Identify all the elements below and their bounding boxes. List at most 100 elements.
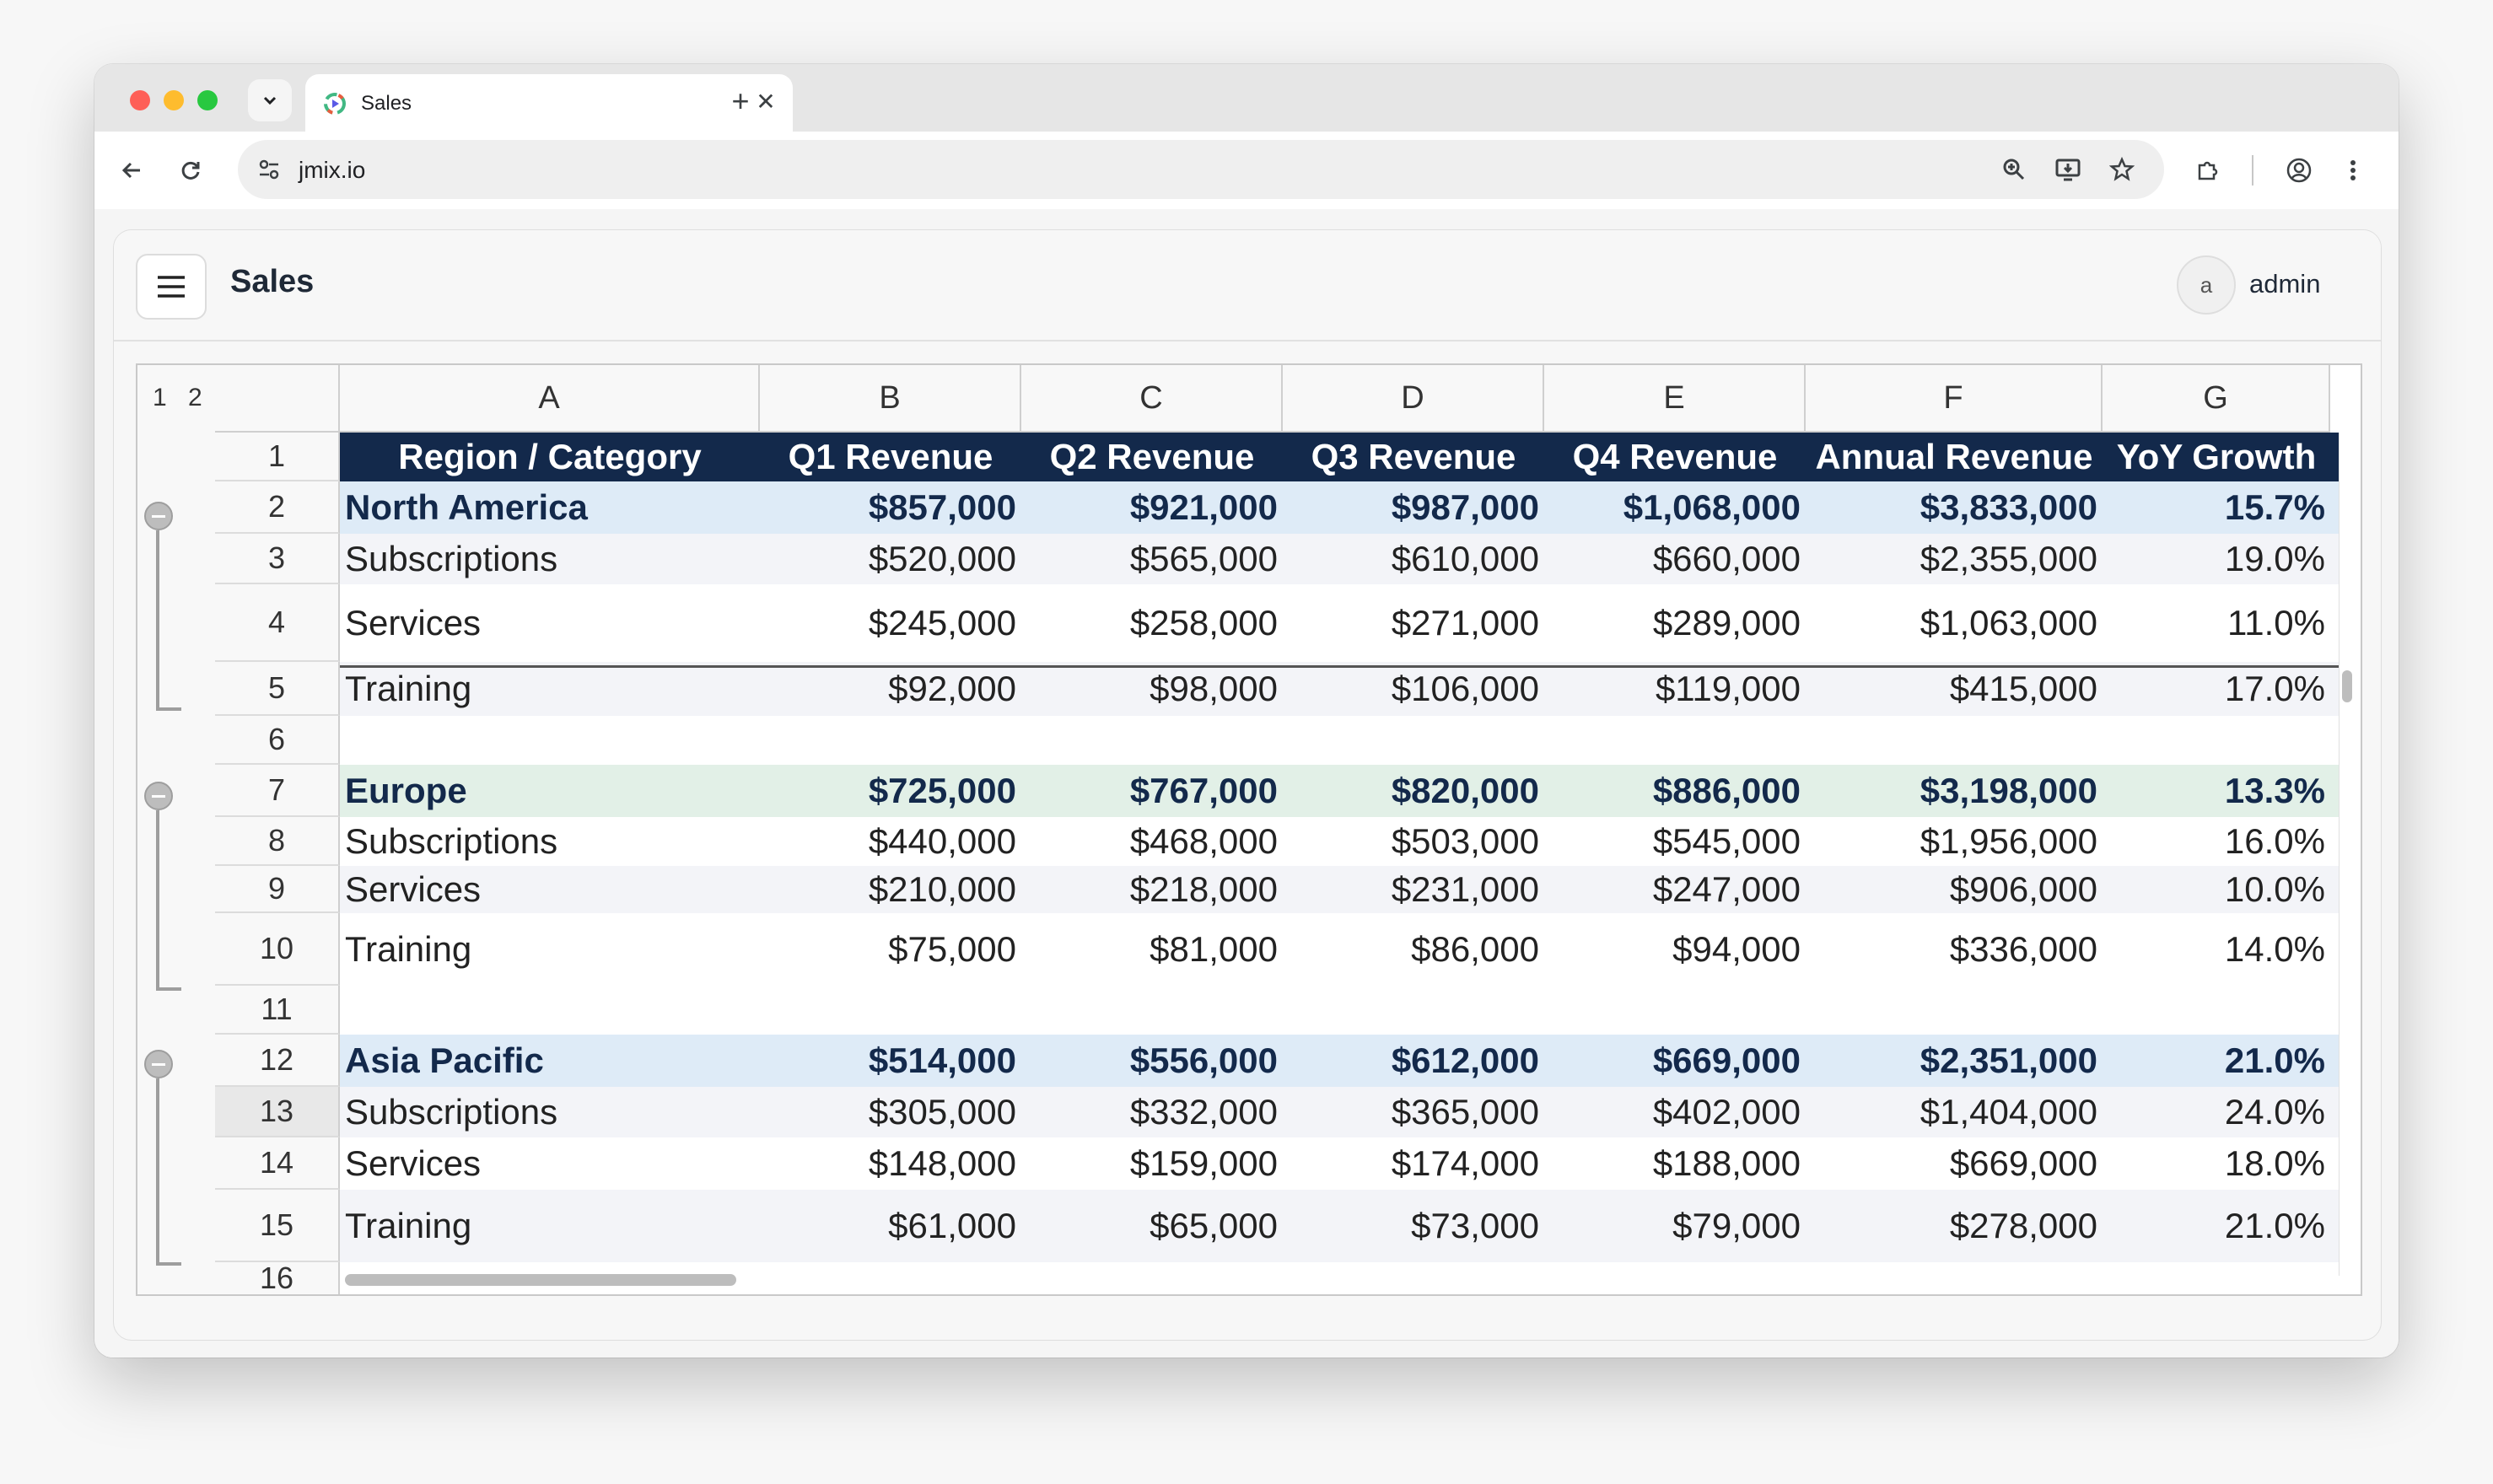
cell-g13[interactable]: 24.0% xyxy=(2224,1092,2325,1132)
column-header-f[interactable]: F xyxy=(1806,365,2103,433)
cell-f2[interactable]: $3,833,000 xyxy=(1920,487,2097,527)
cell-f15[interactable]: $278,000 xyxy=(1949,1206,2097,1245)
column-header-c[interactable]: C xyxy=(1021,365,1283,433)
row-header-13[interactable]: 13 xyxy=(215,1087,340,1137)
close-tab-icon[interactable]: ✕ xyxy=(756,88,776,115)
cell-f5[interactable]: $415,000 xyxy=(1949,669,2097,708)
cell-g15[interactable]: 21.0% xyxy=(2224,1206,2325,1245)
collapse-group-icon[interactable] xyxy=(144,782,173,810)
cell-e11[interactable] xyxy=(1544,986,1806,1035)
minimize-window-button[interactable] xyxy=(164,90,184,110)
bookmark-star-icon[interactable] xyxy=(2102,149,2142,190)
cell-c15[interactable]: $65,000 xyxy=(1150,1206,1278,1245)
cell-e8[interactable]: $545,000 xyxy=(1652,821,1801,861)
cell-d10[interactable]: $86,000 xyxy=(1411,929,1539,969)
column-header-e[interactable]: E xyxy=(1544,365,1806,433)
avatar[interactable]: a xyxy=(2177,255,2236,315)
row-header-2[interactable]: 2 xyxy=(215,481,340,534)
cell-f6[interactable] xyxy=(1806,716,2103,765)
cell-g5[interactable]: 17.0% xyxy=(2224,669,2325,708)
column-header-d[interactable]: D xyxy=(1283,365,1544,433)
vertical-scrollbar-thumb[interactable] xyxy=(2342,670,2352,702)
reload-button[interactable] xyxy=(170,150,211,191)
cell-g11[interactable] xyxy=(2103,986,2330,1035)
cell-d14[interactable]: $174,000 xyxy=(1391,1143,1539,1183)
cell-c5[interactable]: $98,000 xyxy=(1150,669,1278,708)
cell-b15[interactable]: $61,000 xyxy=(888,1206,1016,1245)
cell-a11[interactable] xyxy=(340,986,760,1035)
cell-e3[interactable]: $660,000 xyxy=(1652,539,1801,578)
cell-d12[interactable]: $612,000 xyxy=(1391,1040,1539,1080)
cell-e10[interactable]: $94,000 xyxy=(1672,929,1801,969)
cell-d5[interactable]: $106,000 xyxy=(1391,669,1539,708)
cell-d3[interactable]: $610,000 xyxy=(1391,539,1539,578)
cell-a3[interactable]: Subscriptions xyxy=(345,539,558,578)
row-header-16[interactable]: 16 xyxy=(215,1261,340,1294)
cell-f3[interactable]: $2,355,000 xyxy=(1920,539,2097,578)
cell-a9[interactable]: Services xyxy=(345,869,482,909)
install-app-icon[interactable] xyxy=(2048,149,2088,190)
cell-b5[interactable]: $92,000 xyxy=(888,669,1016,708)
cell-a15[interactable]: Training xyxy=(345,1206,472,1245)
cell-d15[interactable]: $73,000 xyxy=(1411,1206,1539,1245)
row-header-3[interactable]: 3 xyxy=(215,534,340,584)
cell-e2[interactable]: $1,068,000 xyxy=(1623,487,1801,527)
profile-button[interactable] xyxy=(2279,150,2319,191)
cell-c8[interactable]: $468,000 xyxy=(1129,821,1278,861)
cell-b11[interactable] xyxy=(760,986,1021,1035)
maximize-window-button[interactable] xyxy=(197,90,218,110)
cell-e15[interactable]: $79,000 xyxy=(1672,1206,1801,1245)
cell-d7[interactable]: $820,000 xyxy=(1391,771,1539,810)
back-button[interactable] xyxy=(111,150,152,191)
cell-b3[interactable]: $520,000 xyxy=(868,539,1016,578)
cell-b14[interactable]: $148,000 xyxy=(868,1143,1016,1183)
outline-level-2[interactable]: 2 xyxy=(188,384,202,411)
zoom-icon[interactable] xyxy=(1994,149,2034,190)
cell-b8[interactable]: $440,000 xyxy=(868,821,1016,861)
row-header-6[interactable]: 6 xyxy=(215,716,340,765)
cell-e7[interactable]: $886,000 xyxy=(1652,771,1801,810)
cell-a10[interactable]: Training xyxy=(345,929,472,969)
row-header-8[interactable]: 8 xyxy=(215,817,340,866)
cell-b10[interactable]: $75,000 xyxy=(888,929,1016,969)
row-header-11[interactable]: 11 xyxy=(215,986,340,1035)
drawer-toggle-button[interactable] xyxy=(136,254,207,320)
cell-d6[interactable] xyxy=(1283,716,1544,765)
address-bar[interactable]: jmix.io xyxy=(238,140,2164,199)
row-header-1[interactable]: 1 xyxy=(215,433,340,481)
cell-c4[interactable]: $258,000 xyxy=(1129,603,1278,643)
row-header-4[interactable]: 4 xyxy=(215,584,340,662)
select-all-corner[interactable] xyxy=(215,365,340,433)
row-header-5[interactable]: 5 xyxy=(215,662,340,716)
cell-f10[interactable]: $336,000 xyxy=(1949,929,2097,969)
cell-g2[interactable]: 15.7% xyxy=(2224,487,2325,527)
site-settings-icon[interactable] xyxy=(251,152,287,187)
cell-g9[interactable]: 10.0% xyxy=(2224,869,2325,909)
cell-e1[interactable]: Q4 Revenue xyxy=(1572,437,1778,476)
horizontal-scrollbar-thumb[interactable] xyxy=(345,1274,736,1286)
cell-e12[interactable]: $669,000 xyxy=(1652,1040,1801,1080)
cell-a8[interactable]: Subscriptions xyxy=(345,821,558,861)
cell-e4[interactable]: $289,000 xyxy=(1652,603,1801,643)
collapse-group-icon[interactable] xyxy=(144,1050,173,1078)
cell-f8[interactable]: $1,956,000 xyxy=(1920,821,2097,861)
cell-b9[interactable]: $210,000 xyxy=(868,869,1016,909)
user-name[interactable]: admin xyxy=(2249,269,2321,298)
column-header-g[interactable]: G xyxy=(2103,365,2330,433)
cell-c11[interactable] xyxy=(1021,986,1283,1035)
cell-c14[interactable]: $159,000 xyxy=(1129,1143,1278,1183)
tab-search-button[interactable] xyxy=(248,79,292,121)
outline-level-1[interactable]: 1 xyxy=(153,384,167,411)
cell-f9[interactable]: $906,000 xyxy=(1949,869,2097,909)
cell-b6[interactable] xyxy=(760,716,1021,765)
cell-d11[interactable] xyxy=(1283,986,1544,1035)
column-header-a[interactable]: A xyxy=(340,365,760,433)
browser-tab[interactable]: Sales ✕ xyxy=(305,74,793,132)
cell-a14[interactable]: Services xyxy=(345,1143,482,1183)
cell-d1[interactable]: Q3 Revenue xyxy=(1311,437,1516,476)
cell-b7[interactable]: $725,000 xyxy=(868,771,1016,810)
cell-e14[interactable]: $188,000 xyxy=(1652,1143,1801,1183)
cell-d13[interactable]: $365,000 xyxy=(1391,1092,1539,1132)
cell-g4[interactable]: 11.0% xyxy=(2227,603,2325,643)
cell-g12[interactable]: 21.0% xyxy=(2224,1040,2325,1080)
